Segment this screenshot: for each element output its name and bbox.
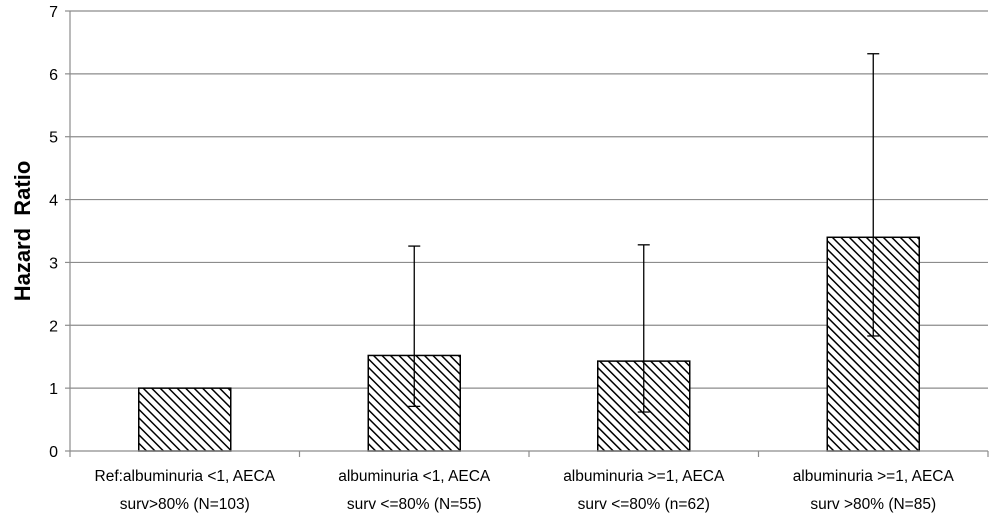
x-category-label: surv >80% (N=85) bbox=[810, 496, 936, 513]
bars bbox=[138, 236, 920, 452]
x-category-label: surv <=80% (N=55) bbox=[347, 496, 482, 513]
y-axis-ticks: 0 1 2 3 4 5 6 7 bbox=[49, 4, 58, 461]
y-tick-label: 4 bbox=[49, 193, 58, 210]
error-bar bbox=[408, 245, 421, 408]
error-bar bbox=[637, 244, 650, 413]
x-category-label: albuminuria >=1, AECA bbox=[793, 468, 955, 485]
x-category-label: albuminuria >=1, AECA bbox=[563, 468, 725, 485]
y-tick-label: 1 bbox=[49, 381, 58, 398]
y-tick-label: 5 bbox=[49, 130, 58, 147]
y-tick-label: 6 bbox=[49, 67, 58, 84]
x-category-label: surv>80% (N=103) bbox=[120, 496, 250, 513]
y-tick-label: 3 bbox=[49, 255, 58, 272]
x-axis-categories: Ref:albuminuria <1, AECA surv>80% (N=103)… bbox=[95, 468, 955, 513]
y-tick-label: 7 bbox=[49, 4, 58, 21]
x-category-label: Ref:albuminuria <1, AECA bbox=[95, 468, 276, 485]
error-bars bbox=[408, 53, 880, 413]
y-axis-label: Hazard Ratio bbox=[10, 161, 35, 302]
y-tick-label: 2 bbox=[49, 318, 58, 335]
axes bbox=[69, 11, 989, 457]
x-category-label: surv <=80% (n=62) bbox=[578, 496, 710, 513]
x-category-label: albuminuria <1, AECA bbox=[338, 468, 491, 485]
y-tick-label: 0 bbox=[49, 444, 58, 461]
bar bbox=[138, 387, 232, 452]
error-bar bbox=[867, 53, 880, 337]
